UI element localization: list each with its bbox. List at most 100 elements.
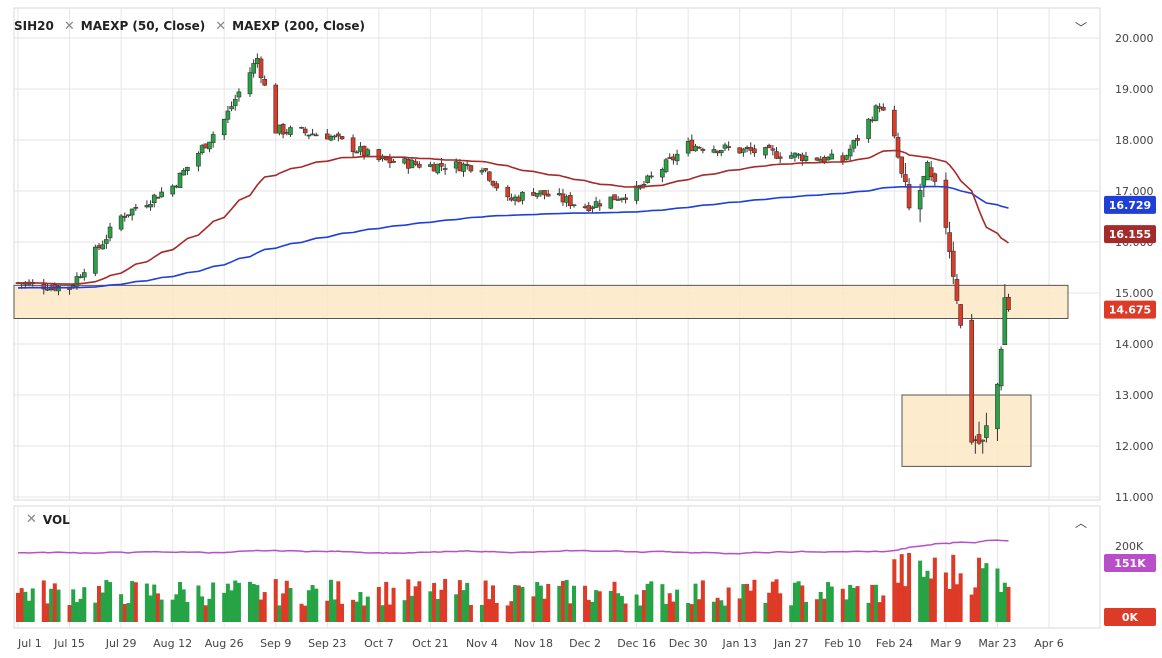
chevron-up-icon[interactable]: ︿ [1074,515,1087,530]
volume-bar [104,580,109,622]
x-tick-label: Apr 6 [1034,637,1064,650]
volume-bar [564,579,569,622]
candle-body [980,439,986,442]
volume-bar [664,603,669,622]
remove-ma200-icon[interactable]: ✕ [215,18,227,34]
volume-bar [568,603,573,622]
volume-label: VOL [42,512,70,527]
candle-body [774,151,779,159]
candle-body [954,279,960,301]
candle-body [844,155,849,160]
volume-ma-line [17,539,1009,555]
candle-body [196,152,201,167]
volume-bar [376,586,381,622]
y-tick-label: 15.000 [1115,287,1154,300]
candle-body [365,149,371,156]
volume-bar [1002,582,1007,622]
volume-bar [675,589,680,622]
volume-bar [299,603,304,622]
volume-bar [468,604,473,622]
last-price-tag: 14.675 [1109,304,1151,317]
volume-bar [840,588,845,622]
volume-bar [122,603,127,622]
volume-bar [461,590,466,622]
candle-body [881,106,886,111]
candle-body [350,137,356,153]
candle-body [417,164,422,168]
volume-bar [108,582,113,622]
volume-bar [45,603,50,622]
volume-bar [303,605,308,622]
candle-body [155,196,161,199]
volume-bar [951,554,956,622]
y-tick-label: 13.000 [1115,389,1154,402]
remove-ma50-icon[interactable]: ✕ [63,18,75,34]
volume-bar [958,573,963,622]
volume-bar [612,581,617,622]
volume-bar [608,590,613,622]
candle-body [623,197,628,200]
candle-body [339,136,345,140]
volume-bar [490,585,495,622]
volume-bar [170,599,175,622]
volume-bar [903,586,908,622]
volume-bar [741,584,746,622]
volume-bar [516,585,521,622]
candle-body [118,215,124,230]
volume-bar [560,580,565,622]
volume-bar [211,582,216,622]
candle-body [998,348,1004,387]
volume-bar [159,599,164,622]
candle-body [336,133,341,137]
candle-body [494,183,499,189]
volume-bar [391,587,396,622]
volume-bar [715,597,720,622]
x-tick-label: Oct 21 [412,637,449,650]
volume-bar [82,587,87,622]
volume-bar [174,594,179,622]
volume-bar [995,568,1000,622]
volume-zero-tag-bg [1104,608,1156,626]
volume-bar [207,598,212,622]
volume-bar [686,602,691,622]
volume-bar [918,560,923,622]
chevron-down-icon[interactable]: ﹀ [1074,20,1087,35]
candle-body [313,134,319,137]
volume-bar [443,579,448,622]
candle-body [251,63,256,74]
volume-bar [100,592,105,622]
volume-bar [200,596,205,622]
volume-bar [332,599,337,622]
volume-bar [616,593,621,622]
candle-body [288,127,293,135]
volume-bar [119,594,124,622]
volume-bar [745,583,750,622]
volume-bar [638,605,643,622]
candle-body [461,163,466,172]
candle-body [236,91,242,98]
candle-body [229,106,234,110]
ma50-price-tag-bg [1104,225,1156,244]
volume-bar [538,585,543,622]
volume-bar [351,599,356,622]
volume-bar [97,585,102,622]
volume-bar [770,581,775,622]
volume-bar [818,591,823,622]
candle-body [906,184,912,209]
candle-body [487,171,492,181]
volume-bar [229,590,234,622]
volume-bar [877,602,882,622]
candle-body [442,168,448,170]
volume-bar [623,603,628,622]
volume-bar [52,583,57,622]
candle-body [306,134,312,137]
legend-symbol: SIH20 [14,19,54,33]
volume-bar [255,585,260,622]
x-tick-label: Sep 9 [260,637,291,650]
volume-bar [148,595,153,622]
volume-bar [826,582,831,622]
candle-body [81,272,87,278]
remove-volume-icon[interactable]: ✕ [26,512,37,527]
candle-body [93,246,98,274]
